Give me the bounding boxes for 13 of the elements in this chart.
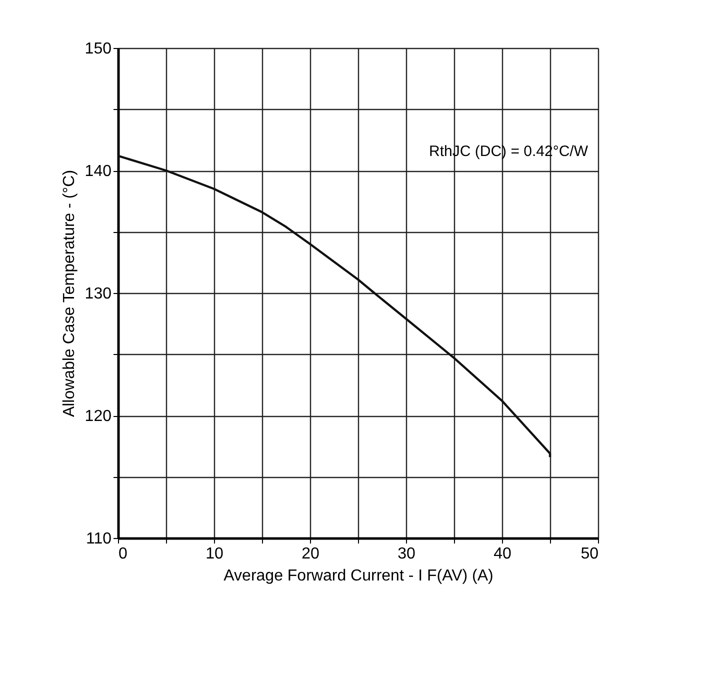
- x-tick-label: 20: [302, 546, 320, 562]
- x-tick-label: 30: [398, 546, 416, 562]
- x-tick-label: 50: [580, 546, 599, 562]
- x-tick-label: 0: [118, 546, 128, 562]
- y-tick-label: 110: [86, 530, 112, 548]
- y-tick-label: 140: [84, 163, 112, 180]
- y-tick-label: 150: [84, 40, 112, 58]
- x-axis-title: Average Forward Current - I F(AV) (A): [224, 568, 494, 584]
- y-tick-label: 130: [84, 286, 112, 302]
- y-axis-title: Allowable Case Temperature - (°C): [60, 170, 78, 418]
- x-tick-label: 40: [494, 546, 512, 562]
- x-tick-label: 10: [206, 546, 224, 562]
- y-tick-label: 120: [84, 408, 112, 425]
